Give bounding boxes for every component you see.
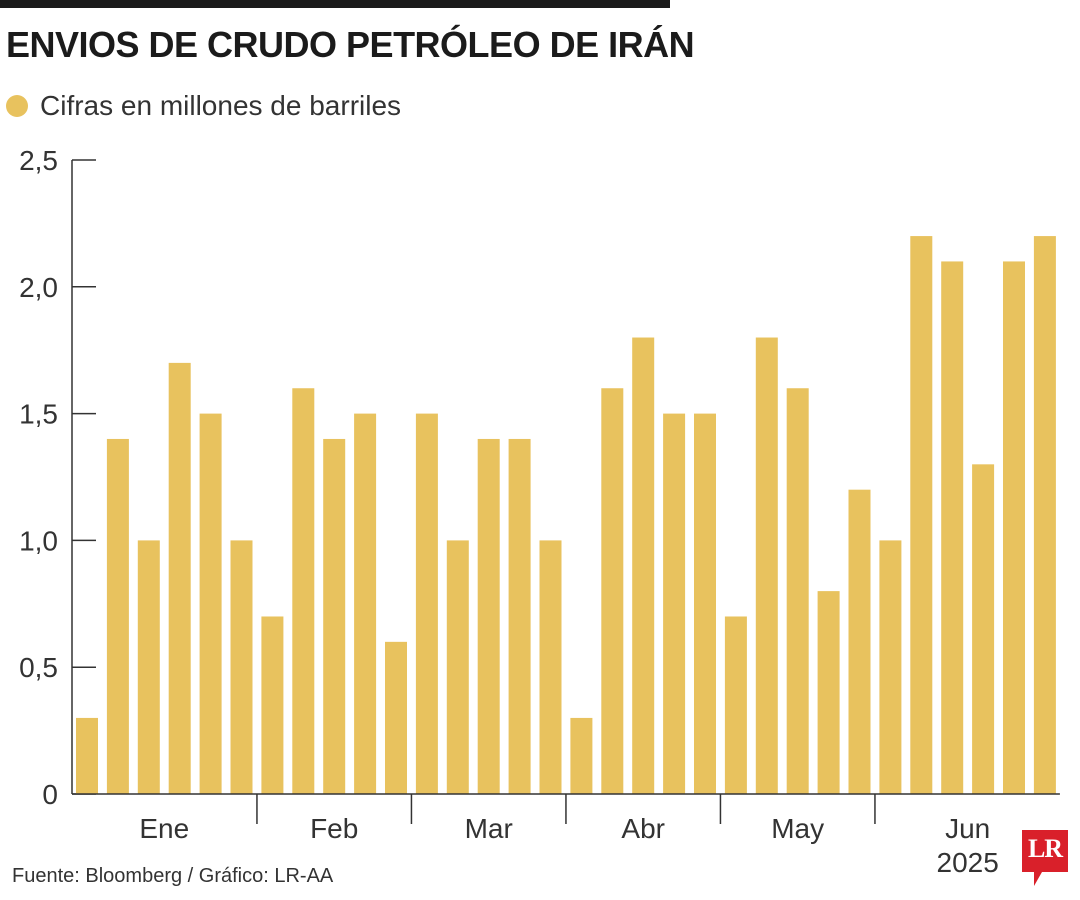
bar <box>261 616 284 794</box>
bar <box>477 438 500 794</box>
bar <box>910 236 933 794</box>
y-tick-label: 1,5 <box>19 399 58 430</box>
lr-logo-text: LR <box>1027 834 1063 863</box>
lr-logo-shape <box>1022 830 1068 886</box>
bar <box>941 261 964 794</box>
bar <box>137 540 160 794</box>
x-month-label: May <box>771 813 824 844</box>
legend-label: Cifras en millones de barriles <box>40 90 402 121</box>
y-tick-label: 2,5 <box>19 145 58 176</box>
bar <box>786 388 809 794</box>
bar <box>446 540 469 794</box>
bar <box>230 540 253 794</box>
bar <box>385 641 407 794</box>
bar <box>539 540 562 794</box>
bar <box>632 337 655 794</box>
bar <box>168 362 191 794</box>
bar <box>601 388 624 794</box>
x-month-label: Feb <box>310 813 358 844</box>
bar <box>570 717 593 794</box>
bar <box>415 413 438 794</box>
y-tick-label: 0 <box>42 779 58 810</box>
source-note: Fuente: Bloomberg / Gráfico: LR-AA <box>12 865 334 887</box>
bar <box>879 540 902 794</box>
y-tick-label: 1,0 <box>19 525 58 556</box>
bar <box>292 388 315 794</box>
bar <box>1033 236 1056 794</box>
bar <box>972 464 995 794</box>
bar <box>817 591 840 794</box>
y-tick-label: 2,0 <box>19 272 58 303</box>
bar <box>694 413 716 794</box>
legend-dot-icon <box>6 95 28 117</box>
bar <box>323 438 346 794</box>
bar <box>1003 261 1025 794</box>
bar <box>508 438 531 794</box>
x-year-label: 2025 <box>937 847 999 878</box>
bar <box>663 413 686 794</box>
bar <box>724 616 747 794</box>
bar <box>199 413 222 794</box>
bar <box>76 717 98 794</box>
bar <box>755 337 778 794</box>
bar <box>848 489 871 794</box>
top-rule <box>0 0 670 8</box>
legend: Cifras en millones de barriles <box>6 90 401 122</box>
y-tick-label: 0,5 <box>19 652 58 683</box>
x-month-label: Abr <box>621 813 665 844</box>
x-month-label: Jun <box>945 813 990 844</box>
x-month-label: Mar <box>465 813 513 844</box>
bar <box>354 413 377 794</box>
lr-logo: LR <box>1022 830 1068 888</box>
chart-title: ENVIOS DE CRUDO PETRÓLEO DE IRÁN <box>6 24 695 65</box>
x-month-label: Ene <box>139 813 189 844</box>
bar <box>106 438 129 794</box>
